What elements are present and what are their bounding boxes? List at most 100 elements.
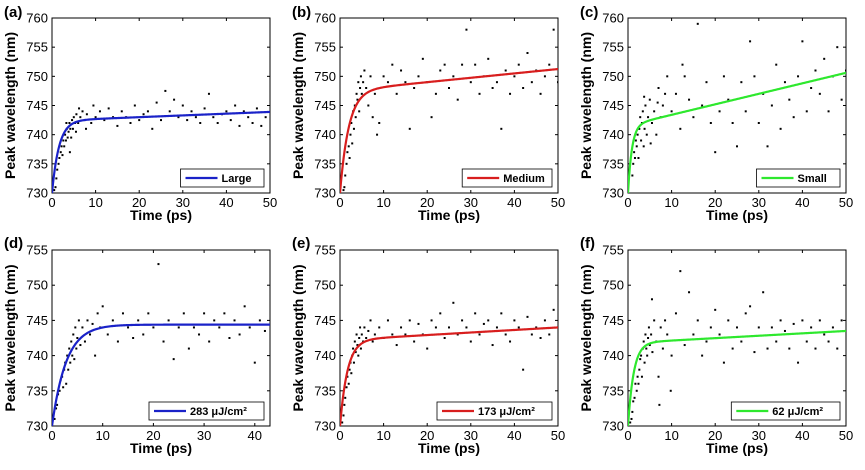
data-point: [430, 319, 433, 322]
data-point: [70, 340, 73, 343]
data-point: [647, 326, 650, 329]
panel-letter: (f): [580, 235, 595, 252]
y-tick-label: 740: [314, 127, 336, 142]
data-point: [360, 333, 363, 336]
data-point: [783, 81, 786, 84]
plot-frame: [339, 249, 559, 427]
data-point: [669, 389, 672, 392]
data-point: [657, 375, 660, 378]
y-tick-label: 735: [314, 156, 336, 171]
data-point: [670, 354, 673, 357]
data-point: [788, 347, 791, 350]
data-point: [116, 340, 119, 343]
data-point: [439, 69, 442, 72]
data-point: [157, 263, 160, 266]
y-tick-label: 745: [602, 98, 624, 113]
data-point: [478, 333, 481, 336]
data-point: [86, 319, 89, 322]
data-point: [58, 157, 61, 159]
data-point: [146, 110, 149, 113]
y-tick-label: 750: [602, 278, 624, 293]
data-point: [212, 116, 215, 119]
data-point: [55, 407, 58, 410]
legend: 62 μJ/cm²: [730, 401, 841, 421]
data-point: [355, 92, 358, 95]
data-point: [487, 57, 490, 60]
data-point: [186, 119, 189, 122]
data-point: [661, 347, 664, 350]
y-tick-label: 745: [314, 98, 336, 113]
data-point: [192, 326, 195, 329]
x-axis-label: Time (ps): [418, 440, 480, 456]
data-point: [363, 326, 366, 329]
data-point: [207, 92, 210, 95]
data-point: [770, 104, 773, 107]
data-point: [376, 133, 379, 136]
data-point: [90, 122, 93, 124]
data-point: [357, 354, 360, 357]
data-point: [147, 312, 150, 315]
legend-box: [730, 401, 841, 421]
data-point: [753, 75, 756, 78]
y-tick-label: 735: [26, 156, 48, 171]
y-tick-label: 730: [314, 419, 336, 434]
data-point: [354, 351, 357, 354]
panel-letter: (b): [292, 4, 311, 21]
y-tick-label: 745: [602, 313, 624, 328]
data-point: [783, 329, 786, 332]
plot-frame: [339, 17, 559, 194]
data-point: [352, 361, 355, 364]
data-point: [683, 344, 686, 347]
data-point: [701, 104, 704, 107]
data-point: [417, 75, 420, 78]
y-tick-label: 755: [314, 243, 336, 258]
data-point: [348, 157, 351, 159]
data-point: [213, 319, 216, 322]
data-point: [461, 63, 464, 66]
data-point: [823, 333, 826, 336]
data-point: [631, 174, 634, 177]
data-point: [779, 319, 782, 322]
x-tick-label: 0: [48, 195, 55, 210]
data-point: [631, 410, 634, 413]
data-point: [430, 116, 433, 119]
data-point: [770, 326, 773, 329]
data-point: [350, 372, 353, 375]
y-tick-label: 735: [314, 383, 336, 398]
data-point: [367, 329, 370, 332]
data-point: [637, 157, 640, 159]
x-tick-label: 50: [551, 428, 565, 443]
data-point: [818, 319, 821, 322]
data-point: [72, 333, 75, 336]
x-tick-label: 0: [336, 428, 343, 443]
chart-panel: (b) 0 10 20 30 40 50 730 735 740 745 750 755 760 Time …: [290, 4, 565, 223]
data-point: [68, 151, 71, 154]
data-point: [522, 87, 525, 89]
data-point: [443, 337, 446, 339]
y-tick-label: 745: [26, 98, 48, 113]
data-point: [656, 101, 659, 104]
data-point: [657, 87, 660, 89]
data-point: [637, 382, 640, 385]
x-tick-label: 30: [176, 195, 190, 210]
data-point: [469, 340, 472, 343]
data-point: [359, 87, 362, 89]
data-point: [727, 98, 730, 101]
data-point: [681, 63, 684, 66]
data-point: [400, 326, 403, 329]
data-point: [548, 63, 551, 66]
y-tick-label: 740: [26, 348, 48, 363]
data-point: [234, 104, 237, 107]
data-point: [142, 113, 145, 116]
data-point: [408, 319, 411, 322]
data-point: [836, 46, 839, 49]
legend-box: [436, 401, 553, 421]
data-point: [341, 421, 344, 424]
data-point: [72, 116, 75, 119]
legend: 283 μJ/cm²: [148, 401, 265, 421]
data-point: [823, 57, 826, 60]
data-point: [347, 145, 350, 148]
data-point: [692, 333, 695, 336]
data-point: [788, 98, 791, 101]
y-axis-label: Peak wavelength (nm): [290, 264, 306, 411]
